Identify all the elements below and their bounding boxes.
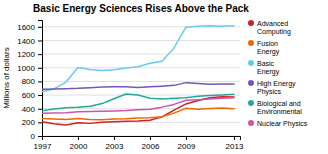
legend-label: Nuclear Physics [257,120,308,128]
plot-area [42,26,234,125]
y-axis-title: Millions of dollars [2,47,11,108]
y-axis: 0 200 400 600 800 1000 1200 1400 1600 [17,21,42,142]
x-tick-mark [114,136,115,140]
y-axis-line [38,21,43,137]
series-line [42,83,234,90]
grid-line [42,67,240,68]
y-tick: 200 [22,118,42,127]
grid-line [42,40,240,41]
legend-marker [248,40,254,46]
x-axis-line [43,137,241,141]
x-tick-mark [186,136,187,140]
x-tick: 2006 [142,136,160,151]
x-tick-label: 2009 [178,142,196,151]
x-tick-label: 2003 [106,142,124,151]
x-tick-mark [78,136,79,140]
y-tick-label: 600 [22,91,36,100]
y-tick-mark [38,27,42,28]
y-tick-mark [38,136,42,137]
x-tick-label: 2013 [226,142,244,151]
legend-label: FusionEnergy [257,40,280,56]
y-tick-mark [38,81,42,82]
x-axis: 1997 2000 2003 2006 2009 2013 [34,136,244,151]
x-tick: 2009 [178,136,196,151]
y-tick-mark [38,95,42,96]
x-tick: 2000 [70,136,88,151]
legend-label: BasicEnergy [257,60,280,76]
y-tick-label: 1200 [17,50,35,59]
legend-label: Biological andEnvironmental [257,100,302,115]
chart: 1997 2000 2003 2006 2009 2013 0 200 400 600 800 100… [0,0,328,154]
y-tick-mark [38,122,42,123]
series-line [42,26,234,92]
y-tick: 1200 [17,50,42,59]
grid-line [42,54,240,55]
legend-item: FusionEnergy [248,40,280,56]
y-tick: 1400 [17,37,42,46]
legend-marker [248,100,254,106]
y-tick-label: 400 [22,105,36,114]
grid-line [42,81,240,82]
x-tick: 1997 [34,136,52,151]
y-tick-label: 0 [31,132,36,141]
legend-marker [248,120,254,126]
y-tick-mark [38,109,42,110]
legend-item: High EnergyPhysics [248,80,296,96]
x-tick: 2013 [226,136,244,151]
x-tick-mark [150,136,151,140]
y-tick: 400 [22,105,42,114]
x-tick-label: 2006 [142,142,160,151]
y-tick: 0 [31,132,42,141]
legend-item: Nuclear Physics [248,120,308,128]
x-tick: 2003 [106,136,124,151]
grid [42,27,240,136]
legend-item: Biological andEnvironmental [248,100,302,115]
y-tick-label: 800 [22,77,36,86]
series-line [42,97,234,125]
y-tick: 1600 [17,23,42,32]
y-tick-mark [38,54,42,55]
legend-marker [248,60,254,66]
y-tick-label: 1600 [17,23,35,32]
legend-item: BasicEnergy [248,60,280,76]
grid-line [42,122,240,123]
legend-item: AdvancedComputing [248,20,291,36]
legend-label: High EnergyPhysics [257,80,296,96]
y-tick-label: 1400 [17,37,35,46]
y-tick: 600 [22,91,42,100]
title: Basic Energy Sciences Rises Above the Pa… [33,3,249,14]
y-tick-mark [38,40,42,41]
y-tick: 800 [22,77,42,86]
x-tick-mark [234,136,235,140]
y-tick-label: 1000 [17,64,35,73]
series-line [42,94,234,111]
series-line [42,98,234,113]
legend: AdvancedComputing FusionEnergy BasicEnergy… [248,20,308,128]
x-tick-label: 2000 [70,142,88,151]
y-tick-mark [38,68,42,69]
legend-marker [248,80,254,86]
legend-label: AdvancedComputing [257,20,291,36]
y-tick-label: 200 [22,118,36,127]
legend-marker [248,20,254,26]
y-tick: 1000 [17,64,42,73]
x-tick-label: 1997 [34,142,52,151]
